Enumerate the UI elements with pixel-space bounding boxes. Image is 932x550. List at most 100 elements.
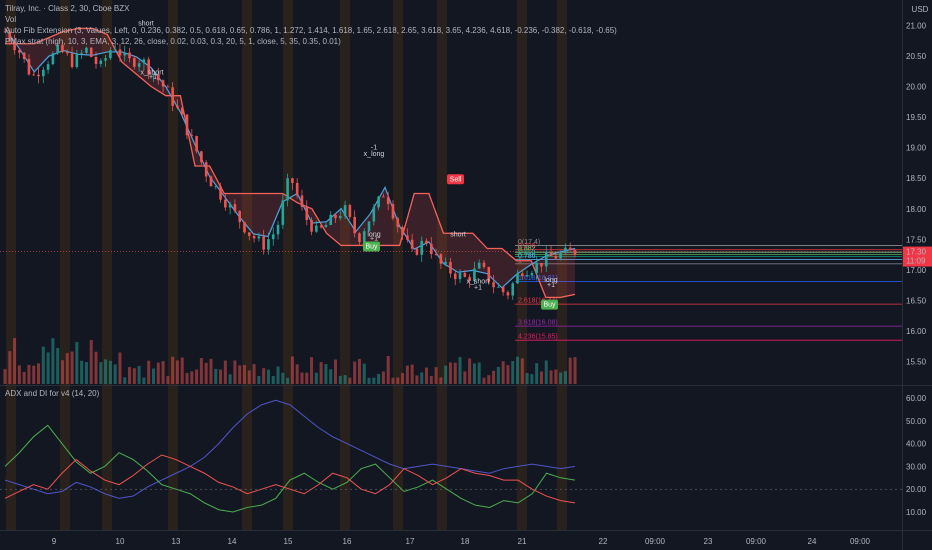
session-band <box>283 0 293 530</box>
candle-body <box>468 276 471 282</box>
trade-annotations: shortx_short+1-1x_longSelllong+1Buyshort… <box>138 20 558 310</box>
candle-body <box>161 80 165 87</box>
candle-body <box>453 273 457 280</box>
session-band <box>6 0 16 530</box>
volume-bar <box>290 356 294 384</box>
volume-bar <box>367 377 371 384</box>
volume-bar <box>166 376 170 384</box>
session-band <box>60 0 70 530</box>
candle-body <box>109 50 112 59</box>
volume-bar <box>386 356 390 384</box>
candle-body <box>425 240 428 244</box>
volume-bar <box>492 370 496 384</box>
candle-body <box>535 262 538 273</box>
candle-body <box>271 234 275 240</box>
price-tick-label: 20.50 <box>906 52 927 61</box>
candle-body <box>406 235 409 240</box>
volume-bar <box>357 358 361 384</box>
candle-body <box>324 224 328 228</box>
volume-bar <box>94 351 98 384</box>
volume-bar <box>353 361 357 384</box>
candle-body <box>358 233 361 243</box>
volume-bar <box>286 377 290 384</box>
volume-bar <box>161 361 165 384</box>
volume-bar <box>472 363 476 384</box>
axes: USD 21.00 20.50 20.00 19.50 19.00 18.50 18.00 17… <box>52 5 932 546</box>
candle-body <box>219 186 222 200</box>
volume-bar <box>482 377 486 384</box>
volume-bar <box>539 371 543 384</box>
trade-annotation: short <box>450 231 466 238</box>
candle-body <box>18 50 21 53</box>
volume-bar <box>391 377 395 384</box>
candle-body <box>94 56 98 64</box>
trade-annotation: -1 <box>371 144 377 151</box>
candle-body <box>262 236 265 250</box>
volume-bar <box>544 360 548 384</box>
volume-bar <box>118 352 122 384</box>
candle-body <box>156 74 160 81</box>
adx-tick-label: 60.00 <box>906 394 927 403</box>
candle-body <box>348 205 352 217</box>
candles <box>3 27 577 300</box>
candle-body <box>544 252 548 267</box>
volume-bar <box>334 359 338 384</box>
candle-body <box>65 52 69 54</box>
candle-body <box>190 135 194 137</box>
fib-level-label: 0.236 <box>518 243 536 250</box>
adx-series-plusdi <box>4 424 576 513</box>
candle-body <box>128 52 131 59</box>
price-tick-label: 18.50 <box>906 174 927 183</box>
adx-tick-label: 10.00 <box>906 508 927 517</box>
time-tick-label: 23 <box>704 537 713 546</box>
candle-body <box>568 247 572 251</box>
volume-bar <box>17 365 21 384</box>
candle-body <box>195 136 198 152</box>
candle-body <box>3 31 7 33</box>
volume-bar <box>338 375 342 384</box>
volume-bar <box>65 353 69 384</box>
volume-bar <box>554 369 558 384</box>
volume-bar <box>223 360 227 384</box>
candle-body <box>386 197 390 205</box>
vol-legend: Vol <box>5 15 17 24</box>
candle-body <box>530 272 534 276</box>
adx-tick-label: 40.00 <box>906 440 927 449</box>
fib-level-label: 3.618(16.08) <box>518 320 558 327</box>
time-tick-label: 09:00 <box>645 537 666 546</box>
candle-body <box>415 248 419 255</box>
session-band <box>437 0 447 530</box>
candle-body <box>176 105 179 108</box>
time-tick-label: 17 <box>406 537 415 546</box>
volume-bar <box>511 361 515 384</box>
candle-body <box>477 262 481 269</box>
candle-body <box>80 52 83 54</box>
candle-body <box>396 218 400 228</box>
signal-label: Buy <box>543 302 556 309</box>
candle-body <box>75 53 79 68</box>
candle-body <box>171 87 174 106</box>
last-price-label: 17.30 <box>906 248 927 257</box>
volume-bar <box>22 371 26 384</box>
candle-body <box>511 283 515 296</box>
session-band <box>517 0 527 530</box>
candle-body <box>497 286 500 288</box>
volume-bar <box>180 357 184 384</box>
trade-annotation: x_long <box>364 151 385 158</box>
fib-levels: 0(17.4)0.2360.3820.50.6180.78611.618(16.… <box>0 239 902 341</box>
fib-level-label: 0.618 <box>518 250 536 257</box>
trade-annotation: x_short <box>467 278 490 285</box>
buy-signal-badge <box>363 241 380 252</box>
candle-body <box>300 195 304 207</box>
candle-body <box>89 47 93 57</box>
volume-bar <box>123 377 127 384</box>
volume-bar <box>319 362 323 384</box>
candle-body <box>85 47 88 53</box>
candle-body <box>291 178 294 183</box>
time-tick-label: 21 <box>518 537 527 546</box>
candle-body <box>343 205 347 216</box>
candle-body <box>224 199 227 208</box>
volume-bar <box>525 372 529 384</box>
volume-bar <box>396 377 400 384</box>
